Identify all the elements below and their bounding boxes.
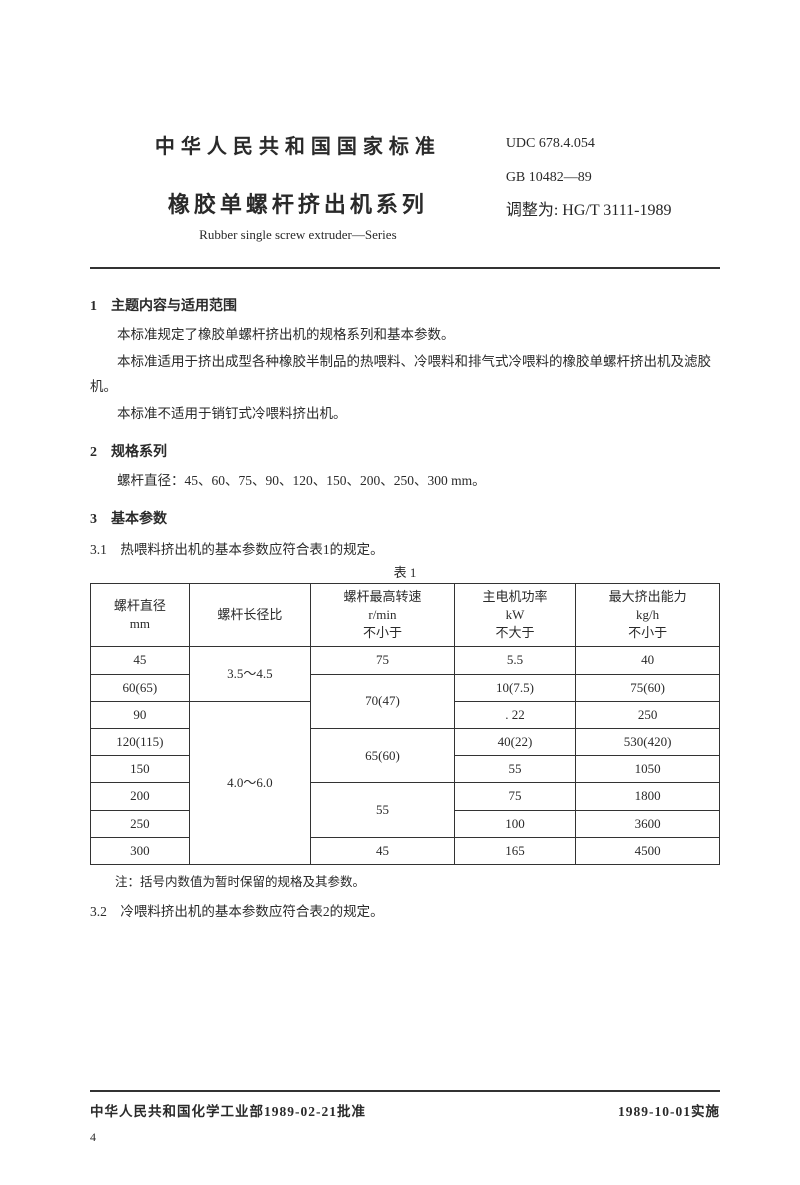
table-row: 60(65) 70(47) 10(7.5) 75(60) [91,674,720,701]
section-1-heading: 1 主题内容与适用范围 [90,295,720,315]
cell-cap: 4500 [576,837,720,864]
th-capacity-label: 最大挤出能力 [609,589,687,604]
cell-kw: 75 [454,783,575,810]
cell-cap: 75(60) [576,674,720,701]
udc-code: UDC 678.4.054 [506,136,720,152]
cell-rpm: 45 [311,837,455,864]
cell-kw: 165 [454,837,575,864]
cell-rpm: 55 [311,783,455,837]
th-diameter-unit: mm [130,616,150,631]
cell-kw: 10(7.5) [454,674,575,701]
th-rpm: 螺杆最高转速 r/min 不小于 [311,583,455,647]
th-diameter-label: 螺杆直径 [114,598,166,613]
cell-dia: 250 [91,810,190,837]
cell-rpm: 75 [311,647,455,674]
section-2-heading: 2 规格系列 [90,441,720,461]
cell-rpm: 65(60) [311,728,455,782]
th-capacity-cond: 不小于 [628,625,667,640]
table-row: 200 55 75 1800 [91,783,720,810]
cell-cap: 40 [576,647,720,674]
table-1-caption: 表 1 [90,562,720,581]
cell-kw: 5.5 [454,647,575,674]
cell-dia: 300 [91,837,190,864]
th-diameter: 螺杆直径 mm [91,583,190,647]
table-row: 300 45 165 4500 [91,837,720,864]
th-ratio: 螺杆长径比 [189,583,310,647]
clause-3-1: 3.1 热喂料挤出机的基本参数应符合表1的规定。 [90,538,720,558]
document-header: 中华人民共和国国家标准 橡胶单螺杆挤出机系列 Rubber single scr… [90,130,720,243]
section-1-para-2: 本标准适用于挤出成型各种橡胶半制品的热喂料、冷喂料和排气式冷喂料的橡胶单螺杆挤出… [90,350,720,400]
cell-dia: 60(65) [91,674,190,701]
cell-dia: 200 [91,783,190,810]
cell-kw: . 22 [454,701,575,728]
cell-kw: 40(22) [454,728,575,755]
section-2-para-1: 螺杆直径：45、60、75、90、120、150、200、250、300 mm。 [90,469,720,494]
cell-dia: 90 [91,701,190,728]
cell-cap: 1050 [576,756,720,783]
th-power-unit: kW [506,607,525,622]
th-capacity: 最大挤出能力 kg/h 不小于 [576,583,720,647]
doc-title: 橡胶单螺杆挤出机系列 [90,187,506,219]
th-rpm-unit: r/min [368,607,396,622]
page-number: 4 [90,1130,720,1145]
table-1-note: 注：括号内数值为暂时保留的规格及其参数。 [115,871,720,890]
header-rule [90,267,720,269]
table-header-row: 螺杆直径 mm 螺杆长径比 螺杆最高转速 r/min 不小于 主电机功率 kW … [91,583,720,647]
section-1-para-1: 本标准规定了橡胶单螺杆挤出机的规格系列和基本参数。 [90,323,720,348]
cell-kw: 100 [454,810,575,837]
cell-cap: 1800 [576,783,720,810]
cell-kw: 55 [454,756,575,783]
footer-approval: 中华人民共和国化学工业部1989-02-21批准 [90,1100,366,1120]
table-row: 120(115) 65(60) 40(22) 530(420) [91,728,720,755]
clause-3-2: 3.2 冷喂料挤出机的基本参数应符合表2的规定。 [90,900,720,920]
th-power: 主电机功率 kW 不大于 [454,583,575,647]
th-power-label: 主电机功率 [482,589,547,604]
cell-ratio: 3.5～4.5 [189,647,310,701]
cell-dia: 120(115) [91,728,190,755]
section-1-para-3: 本标准不适用于销钉式冷喂料挤出机。 [90,402,720,427]
footer: 中华人民共和国化学工业部1989-02-21批准 1989-10-01实施 [90,1100,720,1120]
th-capacity-unit: kg/h [636,607,659,622]
handwritten-note: 调整为: HG/T 3111-1989 [506,196,720,220]
doc-subtitle: Rubber single screw extruder—Series [90,227,506,243]
section-3-heading: 3 基本参数 [90,508,720,528]
cell-cap: 3600 [576,810,720,837]
cell-cap: 250 [576,701,720,728]
footer-rule [90,1090,720,1092]
issuing-org: 中华人民共和国国家标准 [90,130,506,159]
th-rpm-label: 螺杆最高转速 [343,589,421,604]
cell-dia: 45 [91,647,190,674]
th-power-cond: 不大于 [495,625,534,640]
footer-effective: 1989-10-01实施 [618,1100,720,1120]
cell-rpm: 70(47) [311,674,455,728]
cell-ratio: 4.0～6.0 [189,701,310,864]
cell-cap: 530(420) [576,728,720,755]
cell-dia: 150 [91,756,190,783]
gb-code: GB 10482—89 [506,170,720,186]
th-rpm-cond: 不小于 [363,625,402,640]
table-row: 45 3.5～4.5 75 5.5 40 [91,647,720,674]
table-1: 螺杆直径 mm 螺杆长径比 螺杆最高转速 r/min 不小于 主电机功率 kW … [90,583,720,865]
